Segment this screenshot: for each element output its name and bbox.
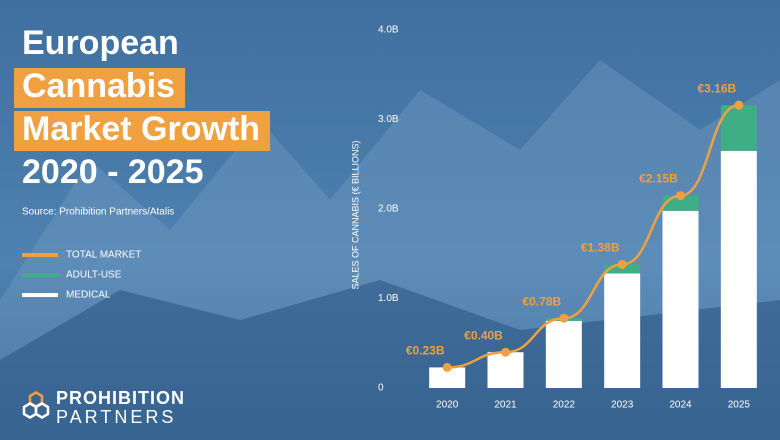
legend-label: TOTAL MARKET: [66, 250, 141, 261]
source: Source: Prohibition Partners/Atalis: [22, 207, 174, 218]
total-marker: [734, 100, 744, 110]
data-label: €3.16B: [697, 81, 736, 95]
bar-segment: [429, 367, 466, 388]
total-marker: [559, 313, 569, 323]
y-tick-label: 1.0B: [378, 293, 399, 304]
title-line: European: [22, 24, 179, 62]
logo-icon: [22, 391, 50, 419]
title-highlight: [14, 111, 271, 151]
x-tick-label: 2021: [494, 400, 517, 411]
x-tick-label: 2024: [669, 400, 692, 411]
bar-segment: [662, 210, 699, 388]
bar-segment: [720, 150, 757, 388]
bar-segment: [604, 273, 641, 388]
y-axis-label: SALES OF CANNABIS (€ BILLIONS): [350, 140, 360, 289]
data-label: €2.15B: [639, 172, 678, 186]
bar-segment: [545, 320, 582, 388]
data-label: €0.40B: [464, 328, 503, 342]
total-marker: [676, 191, 685, 201]
total-marker: [501, 347, 510, 357]
brand-line: PROHIBITION: [56, 388, 185, 408]
x-tick-label: 2022: [553, 400, 576, 411]
data-label: €0.23B: [406, 344, 445, 358]
legend-label: MEDICAL: [66, 290, 111, 301]
data-label: €1.38B: [581, 241, 620, 255]
hills: [0, 280, 780, 440]
y-tick-label: 0: [378, 383, 384, 394]
x-tick-label: 2023: [611, 400, 634, 411]
x-tick-label: 2025: [728, 400, 751, 411]
y-tick-label: 4.0B: [378, 25, 399, 36]
title-line: Cannabis: [22, 67, 175, 105]
data-label: €0.78B: [522, 294, 561, 308]
bar-segment: [487, 352, 524, 388]
total-marker: [442, 362, 452, 372]
brand-line: PARTNERS: [56, 407, 176, 427]
y-tick-label: 3.0B: [378, 114, 399, 125]
legend-label: ADULT-USE: [66, 270, 122, 281]
title-line: Market Growth: [22, 110, 260, 148]
title-line: 2020 - 2025: [22, 153, 204, 191]
x-tick-label: 2020: [436, 400, 459, 411]
y-tick-label: 2.0B: [378, 204, 399, 215]
total-marker: [617, 259, 627, 269]
title-highlight: [14, 68, 186, 108]
